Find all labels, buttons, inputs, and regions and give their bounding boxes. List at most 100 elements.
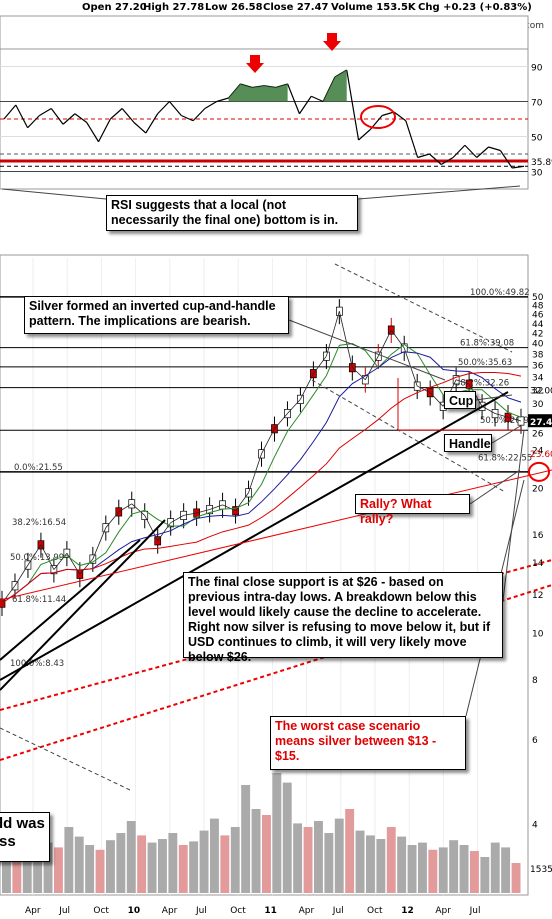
pattern-note: Silver formed an inverted cup-and-handle… (24, 296, 289, 334)
low-value: Low 26.58 (205, 2, 263, 13)
volume-bar (459, 845, 469, 893)
support-note: The final close support is at $26 - base… (183, 572, 503, 664)
worst-case-note: The worst case scenario means silver bet… (270, 716, 466, 770)
rsi-segment (74, 113, 88, 123)
volume-bar (64, 827, 74, 893)
channel-dashed-line (311, 379, 506, 493)
price-tick-label: 4 (532, 821, 538, 831)
rsi-segment (358, 129, 371, 141)
target-circle (528, 461, 550, 482)
volume-bar (428, 849, 438, 893)
price-segment (209, 504, 223, 510)
price-tick-label: 24 (532, 446, 544, 456)
price-tick-label: 48 (532, 302, 544, 312)
rsi-callout-line (1, 188, 107, 200)
price-segment (429, 392, 444, 407)
x-tick-label: Jul (332, 906, 344, 916)
price-tick-label: 32 (532, 386, 543, 396)
volume-bar (199, 830, 209, 893)
volume-bar (2, 851, 11, 893)
volume-bar (33, 833, 43, 893)
volume-bar (355, 830, 365, 893)
rsi-segment (192, 108, 206, 122)
price-tick-label: 38 (532, 350, 544, 360)
rsi-segment (382, 111, 395, 117)
fibonacci-label: 61.8%:11.44 (12, 595, 66, 605)
pattern-callout-line (288, 319, 446, 381)
rsi-tick-label: 70 (531, 99, 543, 109)
price-tick-label: 34 (532, 374, 544, 384)
volume-bar (282, 782, 292, 893)
rally-note: Rally? What rally? (355, 494, 470, 526)
price-segment (1, 585, 16, 604)
fibonacci-label: 0.0%:21.55 (14, 463, 63, 473)
volume-bar (126, 821, 136, 893)
price-tick-label: 44 (532, 320, 544, 330)
price-segment (196, 509, 210, 514)
volume-bar (345, 809, 355, 893)
close-value: Close 27.47 (263, 2, 329, 13)
x-tick-label: Apr (299, 906, 315, 916)
price-tick-label: 40 (532, 340, 544, 350)
resistance-dashed-line (334, 263, 513, 353)
price-segment (183, 512, 197, 516)
price-segment (300, 373, 314, 400)
volume-bar (449, 840, 459, 893)
fibonacci-label: 61.8%:39.08 (460, 339, 514, 349)
price-tick-label: 16 (532, 531, 544, 541)
fibonacci-label: 50.0%:35.63 (458, 358, 512, 368)
price-tick-label: 50 (532, 293, 544, 303)
cup-label: Cup (444, 391, 476, 409)
volume-bar (12, 839, 22, 893)
rsi-tick-label: 90 (531, 64, 543, 74)
dashed-line (0, 727, 131, 791)
last-price-label: 27.47 (530, 418, 552, 428)
x-tick-label: Apr (25, 906, 41, 916)
fibonacci-label: 38.2%:32.26 (455, 379, 509, 389)
volume-bar (366, 835, 375, 893)
rsi-segment (346, 69, 360, 141)
volume-bar (314, 821, 323, 893)
price-segment (14, 564, 29, 586)
volume-bar (501, 847, 511, 893)
open-value: Open 27.20 (82, 2, 147, 13)
rsi-segment (476, 146, 489, 158)
price-segment (222, 504, 236, 512)
fibonacci-label: 38.2%:16.54 (12, 518, 66, 528)
volume-bar (220, 835, 230, 893)
rsi-segment (15, 104, 29, 129)
rsi-segment (216, 97, 229, 103)
arrow-down-icon (323, 33, 341, 51)
rsi-segment (405, 120, 419, 158)
volume-bar (189, 841, 199, 893)
price-segment (507, 416, 522, 422)
volume-bar (470, 851, 479, 893)
rsi-segment (181, 114, 194, 122)
price-segment (27, 544, 42, 566)
price-segment (40, 544, 55, 570)
volume-bar (241, 785, 251, 893)
rsi-segment (27, 115, 40, 129)
x-tick-label: Apr (162, 906, 178, 916)
volume-bar (490, 842, 500, 893)
header-panel (0, 15, 529, 50)
fibonacci-label: 100.0%:49.82 (470, 288, 530, 298)
last-price-marker (528, 414, 552, 428)
fibonacci-label: 61.8%:22.55 (478, 453, 532, 463)
rsi-segment (157, 101, 170, 115)
rsi-last-value: 35.89 (531, 158, 552, 168)
support-trendline (0, 519, 166, 691)
price-segment (170, 515, 184, 524)
price-tick-label: 6 (532, 736, 538, 746)
rsi-segment (62, 113, 76, 125)
price-segment (325, 311, 340, 357)
volume-bar (230, 827, 240, 893)
x-tick-label: Jul (58, 906, 70, 916)
price-tick-label: 42 (532, 330, 543, 340)
rsi-callout-line (357, 185, 521, 200)
volume-bar (54, 847, 63, 893)
x-tick-label: 11 (264, 906, 277, 916)
volume-bar (74, 836, 84, 893)
x-tick-label: 10 (128, 906, 141, 916)
price-segment (338, 311, 353, 368)
